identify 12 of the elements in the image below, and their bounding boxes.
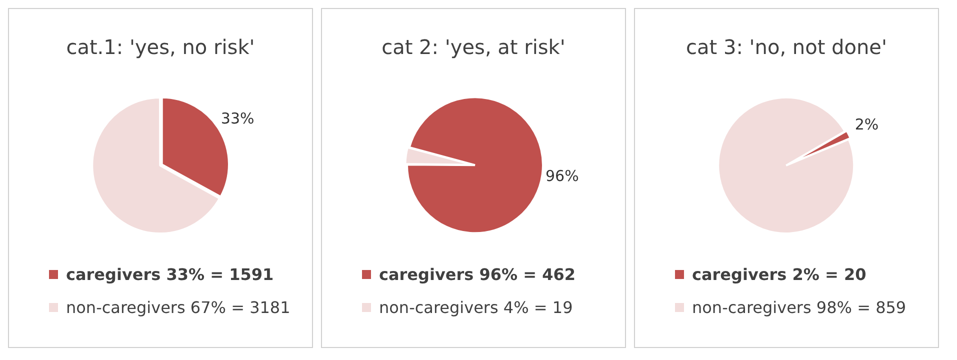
- data-label: 33%: [220, 110, 254, 128]
- legend-label: non-caregivers 4% = 19: [379, 298, 573, 317]
- data-label: 96%: [545, 166, 578, 185]
- chart-title: cat 2: 'yes, at risk': [380, 35, 566, 59]
- legend-label: caregivers 2% = 20: [692, 265, 866, 284]
- legend-label: non-caregivers 98% = 859: [692, 298, 906, 317]
- legend-label: non-caregivers 67% = 3181: [66, 298, 290, 317]
- data-label: 2%: [854, 115, 878, 134]
- legend-label: caregivers 33% = 1591: [66, 265, 274, 284]
- chart-title: cat.1: 'yes, no risk': [65, 35, 256, 59]
- legend-label: caregivers 96% = 462: [379, 265, 576, 284]
- chart-title: cat 3: 'no, not done': [685, 35, 888, 59]
